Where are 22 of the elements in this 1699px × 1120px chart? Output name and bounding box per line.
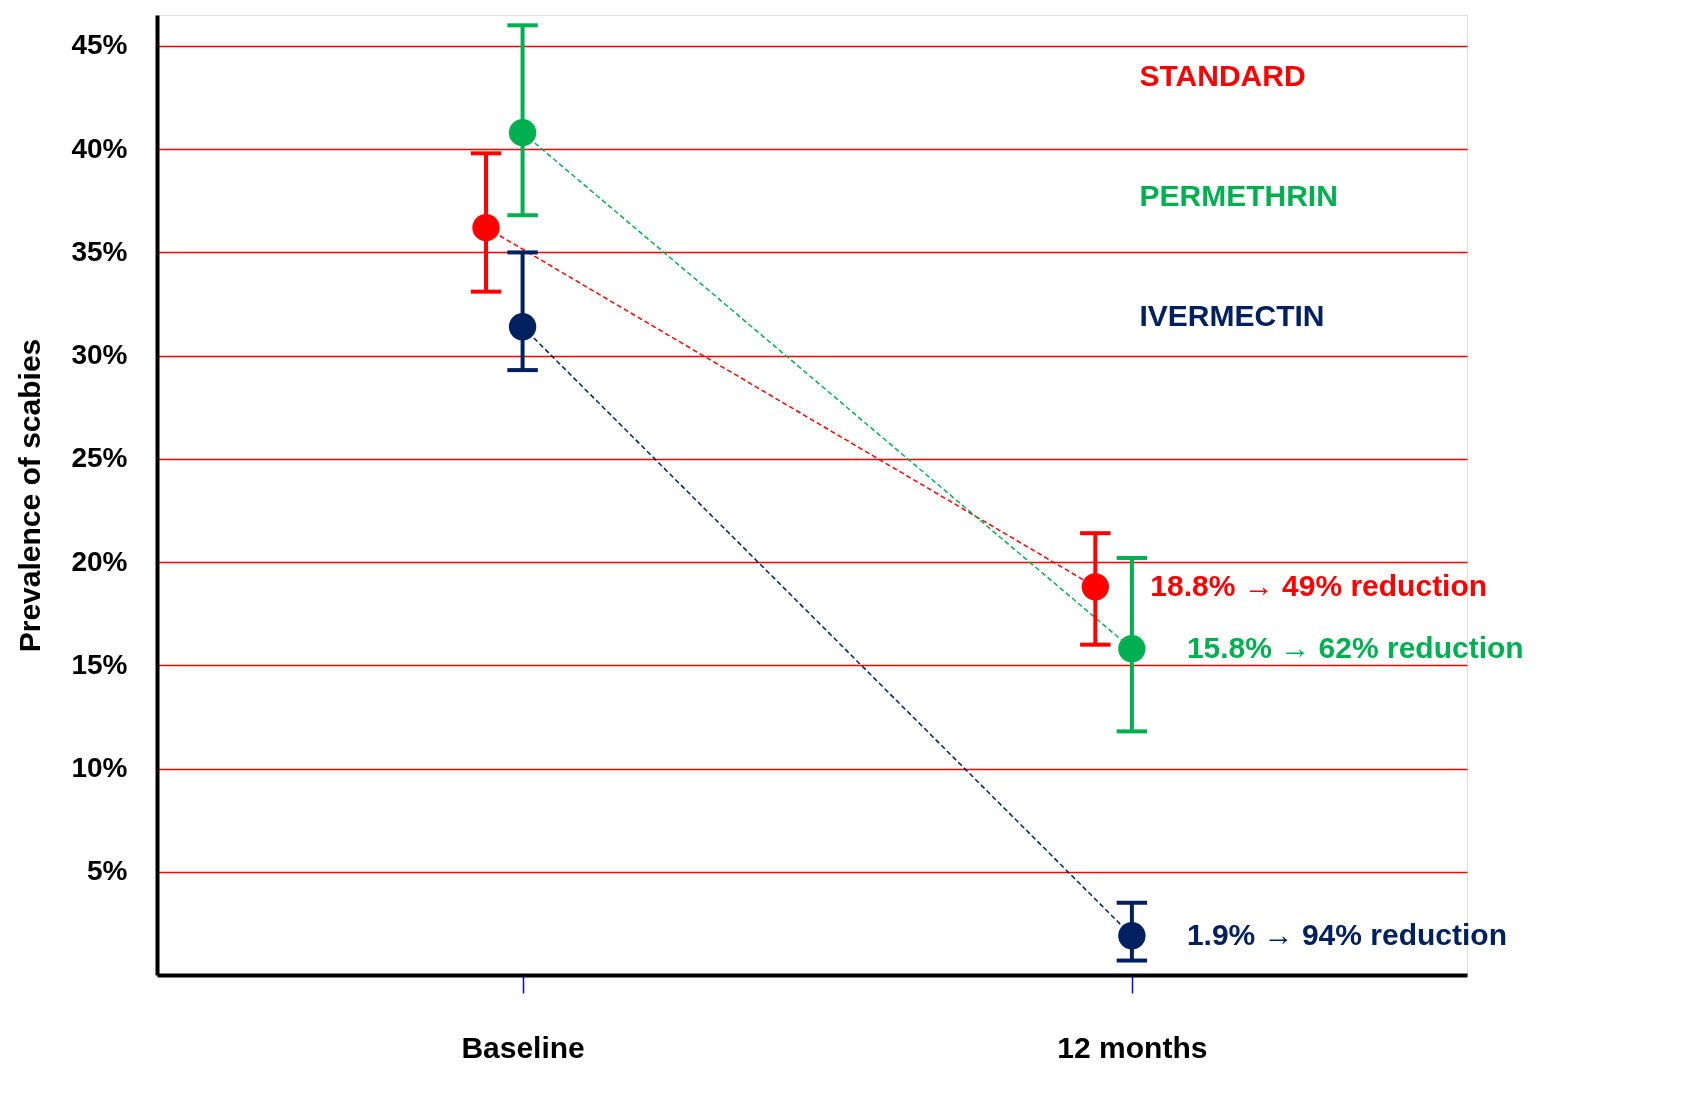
y-tick-label: 20% bbox=[71, 545, 128, 577]
data-label: 1.9% → 94% reduction bbox=[1186, 917, 1507, 951]
data-label: 18.8% → 49% reduction bbox=[1150, 568, 1488, 602]
x-tick-label: 12 months bbox=[1057, 1030, 1208, 1064]
y-tick-label: 35% bbox=[71, 235, 128, 267]
y-axis-title: Prevalence of scabies bbox=[13, 338, 47, 653]
text: PERMETHRIN bbox=[1139, 179, 1338, 212]
point bbox=[1118, 922, 1146, 950]
y-tick-label: 25% bbox=[71, 442, 128, 474]
y-tick-label: 5% bbox=[87, 855, 128, 887]
y-tick-label: 10% bbox=[71, 752, 128, 784]
y-tick-label: 40% bbox=[71, 132, 128, 164]
point bbox=[508, 313, 537, 341]
y-tick-label: 15% bbox=[71, 648, 128, 680]
x-tick-label: Baseline bbox=[461, 1030, 585, 1064]
point bbox=[508, 119, 537, 147]
y-tick-label: 45% bbox=[71, 29, 128, 61]
point bbox=[1118, 635, 1146, 663]
y-tick-label: 30% bbox=[71, 339, 128, 371]
data-label: 15.8% → 62% reduction bbox=[1186, 630, 1524, 664]
text: IVERMECTIN bbox=[1139, 299, 1325, 332]
text: STANDARD bbox=[1139, 59, 1306, 92]
